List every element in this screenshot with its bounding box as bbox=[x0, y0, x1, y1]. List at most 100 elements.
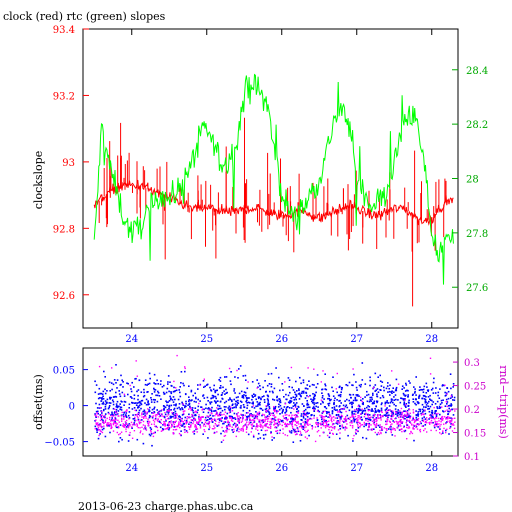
offset-point bbox=[127, 440, 130, 442]
roundtrip-point bbox=[214, 427, 216, 429]
offset-point bbox=[300, 415, 303, 417]
offset-point bbox=[370, 400, 373, 402]
roundtrip-point bbox=[409, 433, 411, 435]
roundtrip-point bbox=[412, 426, 414, 429]
offset-point bbox=[339, 409, 341, 411]
roundtrip-point bbox=[381, 428, 384, 431]
roundtrip-point bbox=[294, 419, 296, 421]
offset-point bbox=[136, 438, 139, 441]
offset-point bbox=[204, 416, 207, 419]
roundtrip-point bbox=[256, 416, 258, 418]
offset-point bbox=[267, 401, 270, 403]
roundtrip-point bbox=[274, 409, 277, 411]
roundtrip-point bbox=[446, 393, 448, 395]
offset-point bbox=[374, 409, 377, 412]
offset-point bbox=[356, 395, 358, 397]
offset-point bbox=[126, 382, 128, 384]
offset-point bbox=[247, 415, 249, 418]
roundtrip-point bbox=[186, 418, 188, 420]
roundtrip-point bbox=[415, 419, 417, 421]
roundtrip-point bbox=[194, 424, 196, 426]
roundtrip-point bbox=[307, 367, 309, 369]
roundtrip-point bbox=[402, 416, 405, 418]
offset-point bbox=[192, 411, 195, 414]
offset-point bbox=[368, 414, 371, 416]
offset-point bbox=[257, 397, 260, 400]
offset-point bbox=[327, 416, 329, 418]
offset-point bbox=[321, 392, 323, 394]
offset-point bbox=[272, 398, 274, 401]
offset-point bbox=[161, 428, 164, 430]
offset-point bbox=[237, 396, 239, 398]
offset-point bbox=[261, 409, 264, 411]
top-x-tick-label: 26 bbox=[275, 334, 288, 345]
roundtrip-point bbox=[294, 433, 297, 436]
offset-point bbox=[423, 385, 426, 388]
offset-point bbox=[164, 406, 167, 409]
roundtrip-point bbox=[397, 383, 400, 385]
offset-point bbox=[397, 411, 400, 414]
roundtrip-point bbox=[218, 414, 221, 417]
roundtrip-point bbox=[438, 423, 440, 425]
offset-point bbox=[116, 413, 119, 415]
offset-point bbox=[353, 413, 355, 415]
roundtrip-point bbox=[243, 425, 245, 427]
offset-point bbox=[334, 409, 337, 411]
offset-point bbox=[285, 425, 288, 427]
offset-point bbox=[302, 417, 305, 419]
roundtrip-point bbox=[325, 421, 327, 423]
offset-point bbox=[403, 430, 406, 433]
roundtrip-point bbox=[132, 423, 135, 425]
offset-point bbox=[449, 425, 452, 428]
offset-point bbox=[98, 407, 101, 409]
offset-point bbox=[292, 428, 295, 431]
roundtrip-point bbox=[97, 425, 99, 427]
offset-point bbox=[155, 425, 157, 428]
offset-point bbox=[375, 417, 378, 419]
offset-point bbox=[311, 402, 314, 404]
offset-point bbox=[147, 383, 149, 385]
roundtrip-point bbox=[138, 415, 141, 417]
offset-point bbox=[302, 390, 305, 393]
offset-point bbox=[346, 384, 349, 387]
roundtrip-point bbox=[256, 413, 259, 415]
roundtrip-point bbox=[157, 413, 159, 415]
offset-point bbox=[452, 386, 454, 388]
offset-point bbox=[165, 420, 167, 422]
offset-point bbox=[196, 411, 199, 414]
offset-point bbox=[429, 399, 432, 401]
offset-point bbox=[301, 403, 304, 405]
roundtrip-point bbox=[168, 423, 170, 425]
offset-point bbox=[222, 386, 224, 389]
roundtrip-point bbox=[139, 431, 141, 434]
roundtrip-point bbox=[194, 411, 196, 413]
roundtrip-point bbox=[444, 410, 447, 412]
roundtrip-point bbox=[228, 425, 230, 427]
roundtrip-point bbox=[153, 412, 155, 414]
offset-point bbox=[295, 394, 298, 396]
offset-point bbox=[102, 390, 105, 393]
roundtrip-point bbox=[389, 421, 391, 423]
roundtrip-point bbox=[284, 414, 286, 416]
offset-point bbox=[452, 399, 454, 401]
roundtrip-point bbox=[264, 420, 266, 422]
offset-point bbox=[432, 416, 434, 419]
top-y-tick-label: 92.6 bbox=[53, 291, 75, 302]
offset-point bbox=[214, 391, 217, 394]
offset-point bbox=[380, 385, 383, 387]
offset-point bbox=[168, 400, 171, 402]
roundtrip-point bbox=[173, 414, 176, 416]
roundtrip-point bbox=[141, 426, 143, 428]
offset-point bbox=[288, 379, 291, 381]
roundtrip-point bbox=[343, 407, 345, 410]
offset-point bbox=[435, 423, 437, 425]
offset-point bbox=[431, 409, 433, 412]
roundtrip-point bbox=[304, 436, 307, 438]
roundtrip-point bbox=[197, 422, 199, 425]
roundtrip-point bbox=[118, 421, 120, 423]
offset-point bbox=[225, 392, 228, 394]
roundtrip-point bbox=[429, 373, 432, 375]
offset-point bbox=[422, 388, 425, 391]
offset-point bbox=[399, 413, 401, 416]
offset-point bbox=[168, 427, 171, 429]
